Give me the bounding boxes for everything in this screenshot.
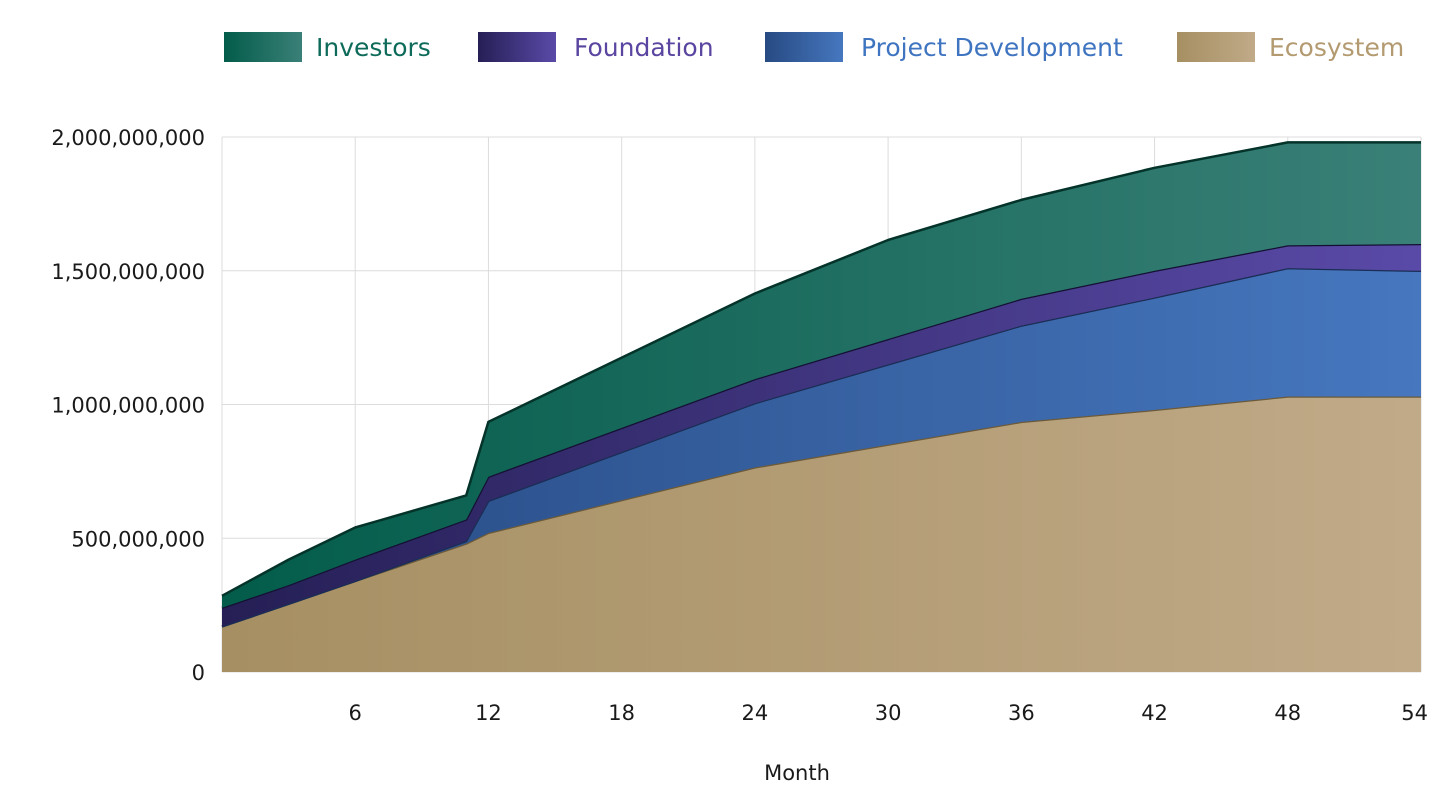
- series-areas: [221, 141, 1422, 672]
- x-tick-label: 30: [875, 701, 902, 725]
- x-tick-label: 54: [1401, 701, 1428, 725]
- area-investors: [222, 142, 1421, 608]
- legend-swatch: [224, 32, 302, 62]
- legend-label: Investors: [316, 33, 431, 62]
- legend-label: Project Development: [861, 33, 1123, 62]
- y-tick-label: 2,000,000,000: [51, 126, 205, 150]
- x-axis-title: Month: [764, 761, 830, 785]
- x-tick-label: 36: [1008, 701, 1035, 725]
- legend-label: Ecosystem: [1269, 33, 1404, 62]
- y-tick-label: 1,500,000,000: [51, 260, 205, 284]
- area-project-development: [222, 268, 1421, 627]
- legend-swatch: [1177, 32, 1255, 62]
- x-tick-label: 48: [1274, 701, 1301, 725]
- x-axis: 6 12 18 24 30 36 42 48 54: [349, 701, 1428, 725]
- area-ecosystem: [222, 396, 1421, 672]
- x-tick-label: 12: [475, 701, 502, 725]
- legend-item-foundation[interactable]: Foundation: [478, 32, 714, 62]
- legend: Investors Foundation Project Development Ec…: [224, 32, 1404, 62]
- y-axis: 0 500,000,000 1,000,000,000 1,500,000,000 2,…: [51, 126, 205, 685]
- x-tick-label: 6: [349, 701, 362, 725]
- y-tick-label: 500,000,000: [71, 527, 205, 551]
- legend-label: Foundation: [574, 33, 714, 62]
- line-investors: [221, 141, 1421, 597]
- y-tick-label: 1,000,000,000: [51, 394, 205, 418]
- legend-swatch: [478, 32, 556, 62]
- legend-item-investors[interactable]: Investors: [224, 32, 431, 62]
- legend-item-project-development[interactable]: Project Development: [765, 32, 1123, 62]
- x-tick-label: 24: [742, 701, 769, 725]
- x-tick-label: 18: [608, 701, 635, 725]
- legend-swatch: [765, 32, 843, 62]
- x-tick-label: 42: [1141, 701, 1168, 725]
- legend-item-ecosystem[interactable]: Ecosystem: [1177, 32, 1404, 62]
- y-tick-label: 0: [192, 661, 205, 685]
